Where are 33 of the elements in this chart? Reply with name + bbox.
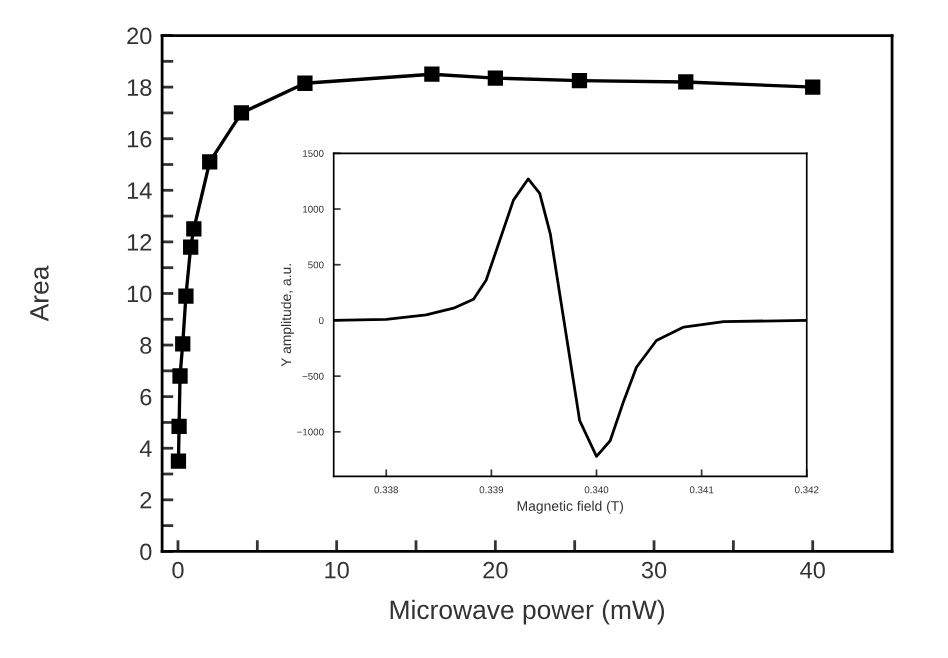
y-tick-label: 0 bbox=[140, 543, 152, 561]
point bbox=[178, 288, 194, 304]
x-tick-label: 40 bbox=[800, 561, 825, 579]
point bbox=[571, 73, 588, 89]
y-tick-label: 4 bbox=[139, 440, 152, 457]
point bbox=[172, 368, 188, 384]
point bbox=[233, 105, 250, 121]
y-tick-label: 16 bbox=[127, 130, 152, 148]
point bbox=[805, 79, 821, 95]
point bbox=[175, 336, 191, 352]
x-tick-label: 0 bbox=[172, 561, 184, 579]
y-tick-label: 12 bbox=[127, 233, 152, 251]
y-tick-label: 20 bbox=[127, 27, 152, 45]
point bbox=[171, 418, 187, 434]
point bbox=[183, 239, 199, 255]
y-tick-label: 18 bbox=[127, 79, 152, 96]
y-axis-title: Area bbox=[30, 265, 49, 322]
point bbox=[186, 221, 202, 237]
x-tick-label: 10 bbox=[325, 561, 349, 579]
y-tick-label: 8 bbox=[140, 337, 152, 354]
x-axis-title: Microwave power (mW) bbox=[390, 599, 665, 625]
point bbox=[297, 75, 313, 91]
point bbox=[170, 453, 187, 469]
y-tick-label: 2 bbox=[140, 491, 152, 509]
y-tick-label: 14 bbox=[127, 182, 152, 199]
y-tick-label: 10 bbox=[127, 285, 152, 303]
point bbox=[424, 66, 440, 82]
x-tick-label: 30 bbox=[641, 561, 667, 579]
point bbox=[202, 154, 218, 170]
y-tick-label: 6 bbox=[140, 388, 152, 406]
point bbox=[678, 74, 694, 90]
point bbox=[487, 70, 503, 86]
x-tick-label: 20 bbox=[483, 561, 508, 579]
